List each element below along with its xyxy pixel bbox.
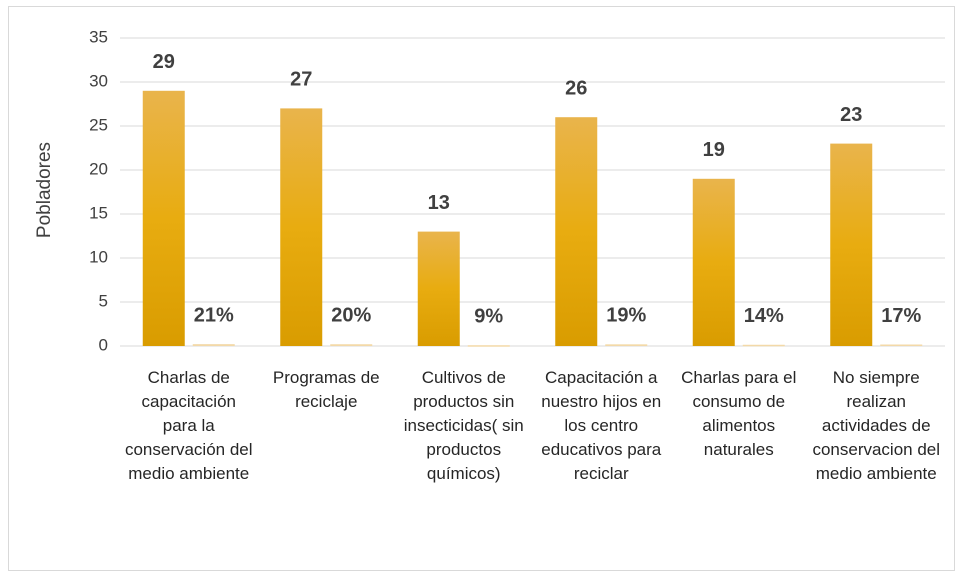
data-label: 19%: [606, 305, 646, 327]
bar: [555, 117, 598, 346]
bar: [692, 178, 735, 346]
bar: [467, 345, 510, 347]
data-label: 17%: [881, 305, 921, 327]
y-tick-label: 35: [89, 27, 108, 46]
bar: [830, 143, 873, 346]
x-tick-label: Charlas de capacitación para la conserva…: [124, 368, 253, 483]
data-label: 20%: [331, 305, 371, 327]
y-tick-label: 0: [99, 335, 108, 354]
bar: [417, 231, 460, 346]
x-tick-label: Capacitación a nuestro hijos en los cent…: [541, 368, 662, 483]
data-label: 19: [703, 139, 725, 161]
bar: [280, 108, 323, 347]
data-label: 9%: [474, 305, 503, 327]
bar: [742, 344, 785, 347]
y-tick-label: 25: [89, 115, 108, 134]
y-tick-label: 15: [89, 203, 108, 222]
data-label: 13: [428, 192, 450, 214]
bar: [192, 344, 235, 346]
data-label: 27: [290, 69, 312, 91]
data-label: 26: [565, 77, 587, 99]
bar: [605, 344, 648, 346]
data-label: 29: [153, 51, 175, 73]
y-tick-label: 30: [89, 71, 108, 90]
data-label: 23: [840, 104, 862, 126]
x-tick-label: Programas de reciclaje: [272, 368, 380, 411]
data-label: 14%: [744, 305, 784, 327]
data-label: 21%: [194, 304, 234, 326]
x-tick-label: No siempre realizan actividades de conse…: [812, 368, 941, 483]
y-tick-label: 20: [89, 159, 108, 178]
y-tick-label: 10: [89, 247, 108, 266]
x-tick-label: Charlas para el consumo de alimentos nat…: [681, 368, 797, 459]
y-tick-label: 5: [99, 291, 108, 310]
y-axis-title: Pobladores: [34, 142, 55, 238]
x-tick-label: Cultivos de productos sin insecticidas( …: [403, 368, 524, 483]
bar: [142, 90, 185, 346]
bar: [330, 344, 373, 346]
bar: [880, 344, 923, 347]
